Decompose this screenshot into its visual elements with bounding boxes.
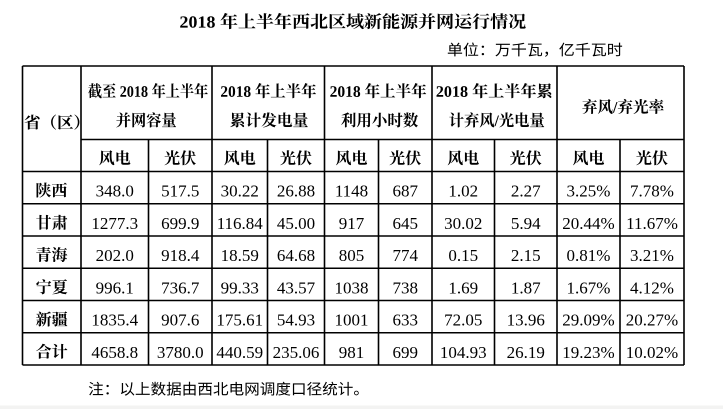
svg-text:175.61: 175.61 <box>216 311 263 330</box>
svg-text:699.9: 699.9 <box>161 214 199 233</box>
svg-text:918.4: 918.4 <box>161 246 200 265</box>
svg-text:699: 699 <box>393 343 419 362</box>
svg-text:907.6: 907.6 <box>161 311 199 330</box>
svg-text:116.84: 116.84 <box>217 214 264 233</box>
svg-text:348.0: 348.0 <box>96 182 134 201</box>
svg-text:18.59: 18.59 <box>221 246 259 265</box>
svg-text:736.7: 736.7 <box>161 278 200 297</box>
svg-text:235.06: 235.06 <box>273 343 320 362</box>
svg-text:1.02: 1.02 <box>448 182 478 201</box>
svg-text:917: 917 <box>339 214 365 233</box>
svg-text:20.27%: 20.27% <box>626 311 678 330</box>
svg-text:805: 805 <box>339 246 365 265</box>
svg-text:2.27: 2.27 <box>511 182 541 201</box>
svg-text:2.15: 2.15 <box>511 246 541 265</box>
svg-text:5.94: 5.94 <box>511 214 541 233</box>
svg-text:10.02%: 10.02% <box>626 343 678 362</box>
svg-text:3.21%: 3.21% <box>630 246 674 265</box>
svg-text:43.57: 43.57 <box>277 278 316 297</box>
svg-text:0.81%: 0.81% <box>567 246 611 265</box>
svg-text:30.22: 30.22 <box>221 182 259 201</box>
svg-text:99.33: 99.33 <box>221 278 259 297</box>
svg-text:738: 738 <box>393 278 419 297</box>
svg-text:774: 774 <box>393 246 419 265</box>
svg-text:1835.4: 1835.4 <box>91 311 138 330</box>
svg-text:30.02: 30.02 <box>444 214 482 233</box>
svg-text:7.78%: 7.78% <box>630 182 674 201</box>
svg-text:54.93: 54.93 <box>277 311 315 330</box>
svg-text:64.68: 64.68 <box>277 246 315 265</box>
svg-text:1.69: 1.69 <box>448 278 478 297</box>
svg-text:19.23%: 19.23% <box>562 343 614 362</box>
svg-text:1277.3: 1277.3 <box>91 214 138 233</box>
svg-text:1.67%: 1.67% <box>567 278 611 297</box>
svg-text:29.09%: 29.09% <box>562 311 614 330</box>
svg-text:517.5: 517.5 <box>161 182 199 201</box>
svg-text:20.44%: 20.44% <box>562 214 614 233</box>
svg-text:981: 981 <box>339 343 365 362</box>
svg-text:1148: 1148 <box>335 182 368 201</box>
svg-text:440.59: 440.59 <box>216 343 263 362</box>
svg-text:3.25%: 3.25% <box>567 182 611 201</box>
svg-text:645: 645 <box>393 214 419 233</box>
svg-text:0.15: 0.15 <box>448 246 478 265</box>
svg-text:202.0: 202.0 <box>96 246 134 265</box>
svg-text:1.87: 1.87 <box>511 278 541 297</box>
svg-text:26.19: 26.19 <box>507 343 545 362</box>
svg-text:104.93: 104.93 <box>440 343 487 362</box>
svg-text:72.05: 72.05 <box>444 311 482 330</box>
svg-text:13.96: 13.96 <box>507 311 545 330</box>
svg-text:4658.8: 4658.8 <box>91 343 138 362</box>
svg-text:11.67%: 11.67% <box>626 214 678 233</box>
svg-text:633: 633 <box>393 311 419 330</box>
svg-text:1001: 1001 <box>335 311 369 330</box>
svg-text:45.00: 45.00 <box>277 214 315 233</box>
svg-text:4.12%: 4.12% <box>630 278 674 297</box>
svg-text:3780.0: 3780.0 <box>157 343 204 362</box>
svg-text:996.1: 996.1 <box>96 278 134 297</box>
svg-text:26.88: 26.88 <box>277 182 315 201</box>
svg-text:1038: 1038 <box>335 278 369 297</box>
svg-text:687: 687 <box>393 182 419 201</box>
